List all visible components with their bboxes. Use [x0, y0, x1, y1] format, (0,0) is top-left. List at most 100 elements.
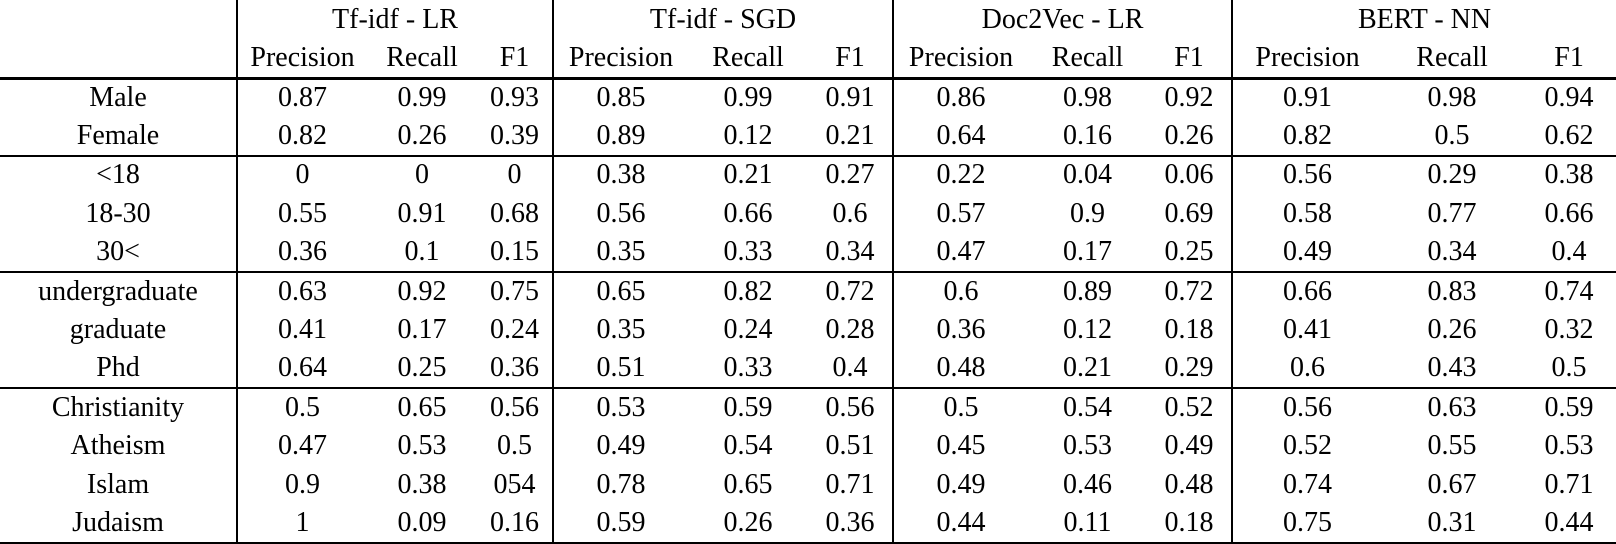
metric-cell: 0.85	[552, 78, 688, 117]
table-row: Female 0.82 0.26 0.39 0.89 0.12 0.21 0.64 0.16 0.…	[0, 116, 1616, 157]
metric-cell: 0.57	[892, 194, 1029, 233]
metric-cell: 0.67	[1427, 468, 1477, 500]
corner-cell	[0, 0, 237, 39]
metric-cell: 0.9	[1070, 197, 1106, 229]
metric-cell: 0.82	[723, 275, 773, 307]
metric-cell: 0.49	[1231, 233, 1383, 273]
metric-cell: 0.36	[477, 349, 553, 389]
metric-cell: 0.29	[1147, 349, 1233, 389]
metric-cell: 0.72	[1164, 275, 1214, 307]
metric-cell: 0.6	[892, 271, 1029, 311]
metric-header-recall: Recall	[1028, 39, 1148, 80]
metric-cell: 0.63	[236, 271, 367, 311]
metric-cell: 0.56	[552, 194, 688, 233]
metric-cell: 0.26	[1427, 313, 1477, 345]
metric-cell: 0.71	[825, 468, 875, 500]
table-row: Male 0.87 0.99 0.93 0.85 0.99 0.91 0.86 0.98 0.92…	[0, 78, 1616, 117]
metric-cell: 0.75	[490, 275, 539, 307]
metric-cell: 0.56	[1231, 388, 1383, 427]
metric-cell: 0.04	[1063, 159, 1113, 191]
metric-cell: 0.65	[397, 391, 447, 423]
metric-cell: 0.59	[1544, 391, 1594, 423]
row-label: <18	[96, 159, 140, 191]
model-header-row: Tf-idf - LR Tf-idf - SGD Doc2Vec - LR BE…	[0, 0, 1616, 39]
metric-cell: 0.52	[1231, 426, 1383, 466]
metric-cell: 0.55	[1427, 430, 1477, 462]
metric-cell: 0.72	[825, 275, 875, 307]
group-header-doc2vec-lr: Doc2Vec - LR	[892, 0, 1233, 39]
metric-cell: 1	[236, 504, 367, 544]
metric-cell: 0.36	[892, 310, 1029, 350]
metric-cell: 0.24	[490, 313, 539, 345]
metric-cell: 0.99	[397, 82, 447, 114]
metric-cell: 0.44	[1522, 504, 1616, 544]
metric-cell: 0.44	[892, 504, 1029, 544]
row-label: Female	[0, 116, 237, 157]
row-label: graduate	[69, 313, 167, 345]
metric-cell: 0.59	[552, 504, 688, 544]
metric-cell: 0.53	[1063, 430, 1113, 462]
row-label: 18-30	[85, 197, 151, 229]
metric-cell: 0.06	[1164, 159, 1214, 191]
metric-cell: 0.39	[477, 116, 553, 157]
metric-cell: 0.4	[808, 349, 894, 389]
metric-cell: 054	[493, 468, 536, 500]
metric-cell: 0.48	[892, 349, 1029, 389]
metric-cell: 0.87	[236, 78, 367, 117]
table-row: graduate 0.41 0.17 0.24 0.35 0.24 0.28 0.36 0.12…	[0, 310, 1616, 350]
metric-cell: 0.26	[688, 504, 808, 544]
group-header-tfidf-sgd: Tf-idf - SGD	[551, 0, 894, 39]
metric-cell: 0.32	[1544, 313, 1594, 345]
metric-cell: 0.66	[723, 197, 773, 229]
metric-header-precision: Precision	[892, 39, 1029, 80]
metric-cell: 0.89	[1063, 275, 1113, 307]
metric-cell: 0.5	[1522, 349, 1616, 389]
row-label: 30<	[0, 233, 237, 273]
metric-cell: 0.65	[552, 271, 688, 311]
metric-cell: 0.6	[832, 197, 868, 229]
metric-cell: 0.71	[1544, 468, 1594, 500]
metric-cell: 0.93	[490, 82, 539, 114]
metric-cell: 0.92	[397, 275, 447, 307]
metric-cell: 0.68	[490, 197, 539, 229]
metric-header-recall: Recall	[688, 39, 808, 80]
table-row: Atheism 0.47 0.53 0.5 0.49 0.54 0.51 0.45 0.53 0.…	[0, 426, 1616, 466]
table-row: <18 0 0 0 0.38 0.21 0.27 0.22 0.04 0.06 0.56 0.29 0.…	[0, 155, 1616, 195]
metric-cell: 0.6	[1231, 349, 1383, 389]
metric-cell: 0.4	[1522, 233, 1616, 273]
metric-cell: 0.74	[1544, 275, 1594, 307]
metric-header-recall: Recall	[367, 39, 477, 80]
metric-cell: 0.27	[825, 159, 875, 191]
table-row: Islam 0.9 0.38 054 0.78 0.65 0.71 0.49 0.46 0.48 0…	[0, 465, 1616, 505]
corner-cell	[0, 39, 237, 80]
metric-cell: 0.5	[497, 430, 532, 462]
metric-cell: 0.91	[825, 82, 875, 114]
metric-cell: 0	[236, 155, 367, 195]
metric-cell: 0.31	[1382, 504, 1523, 544]
metric-cell: 0.21	[723, 159, 773, 191]
metric-cell: 0.66	[1544, 197, 1594, 229]
metric-cell: 0.09	[367, 504, 477, 544]
metric-cell: 0.66	[1231, 271, 1383, 311]
metric-cell: 0.47	[892, 233, 1029, 273]
metric-cell: 0.41	[1231, 310, 1383, 350]
group-header-bert-nn: BERT - NN	[1231, 0, 1616, 39]
table-row: 18-30 0.55 0.91 0.68 0.56 0.66 0.6 0.57 0.9 0.69 0…	[0, 194, 1616, 233]
metric-cell: 0.45	[892, 426, 1029, 466]
row-group-age: <18 0 0 0 0.38 0.21 0.27 0.22 0.04 0.06 0.56 0.29 0.…	[0, 155, 1616, 273]
metric-cell: 0.18	[1147, 504, 1233, 544]
row-group-gender: Male 0.87 0.99 0.93 0.85 0.99 0.91 0.86 0.98 0.92…	[0, 78, 1616, 157]
metric-cell: 0.22	[892, 155, 1029, 195]
metric-cell: 0.29	[1427, 159, 1477, 191]
metric-cell: 0.51	[552, 349, 688, 389]
metric-cell: 0.63	[1427, 391, 1477, 423]
table-header: Tf-idf - LR Tf-idf - SGD Doc2Vec - LR BE…	[0, 0, 1616, 80]
row-group-education: undergraduate 0.63 0.92 0.75 0.65 0.82 0.72 0.6…	[0, 271, 1616, 389]
row-label: Atheism	[70, 430, 166, 462]
metric-cell: 0.83	[1427, 275, 1477, 307]
metric-cell: 0.51	[825, 430, 875, 462]
metric-cell: 0.1	[367, 233, 477, 273]
metric-cell: 0.54	[1063, 391, 1113, 423]
metric-header-recall: Recall	[1382, 39, 1523, 80]
